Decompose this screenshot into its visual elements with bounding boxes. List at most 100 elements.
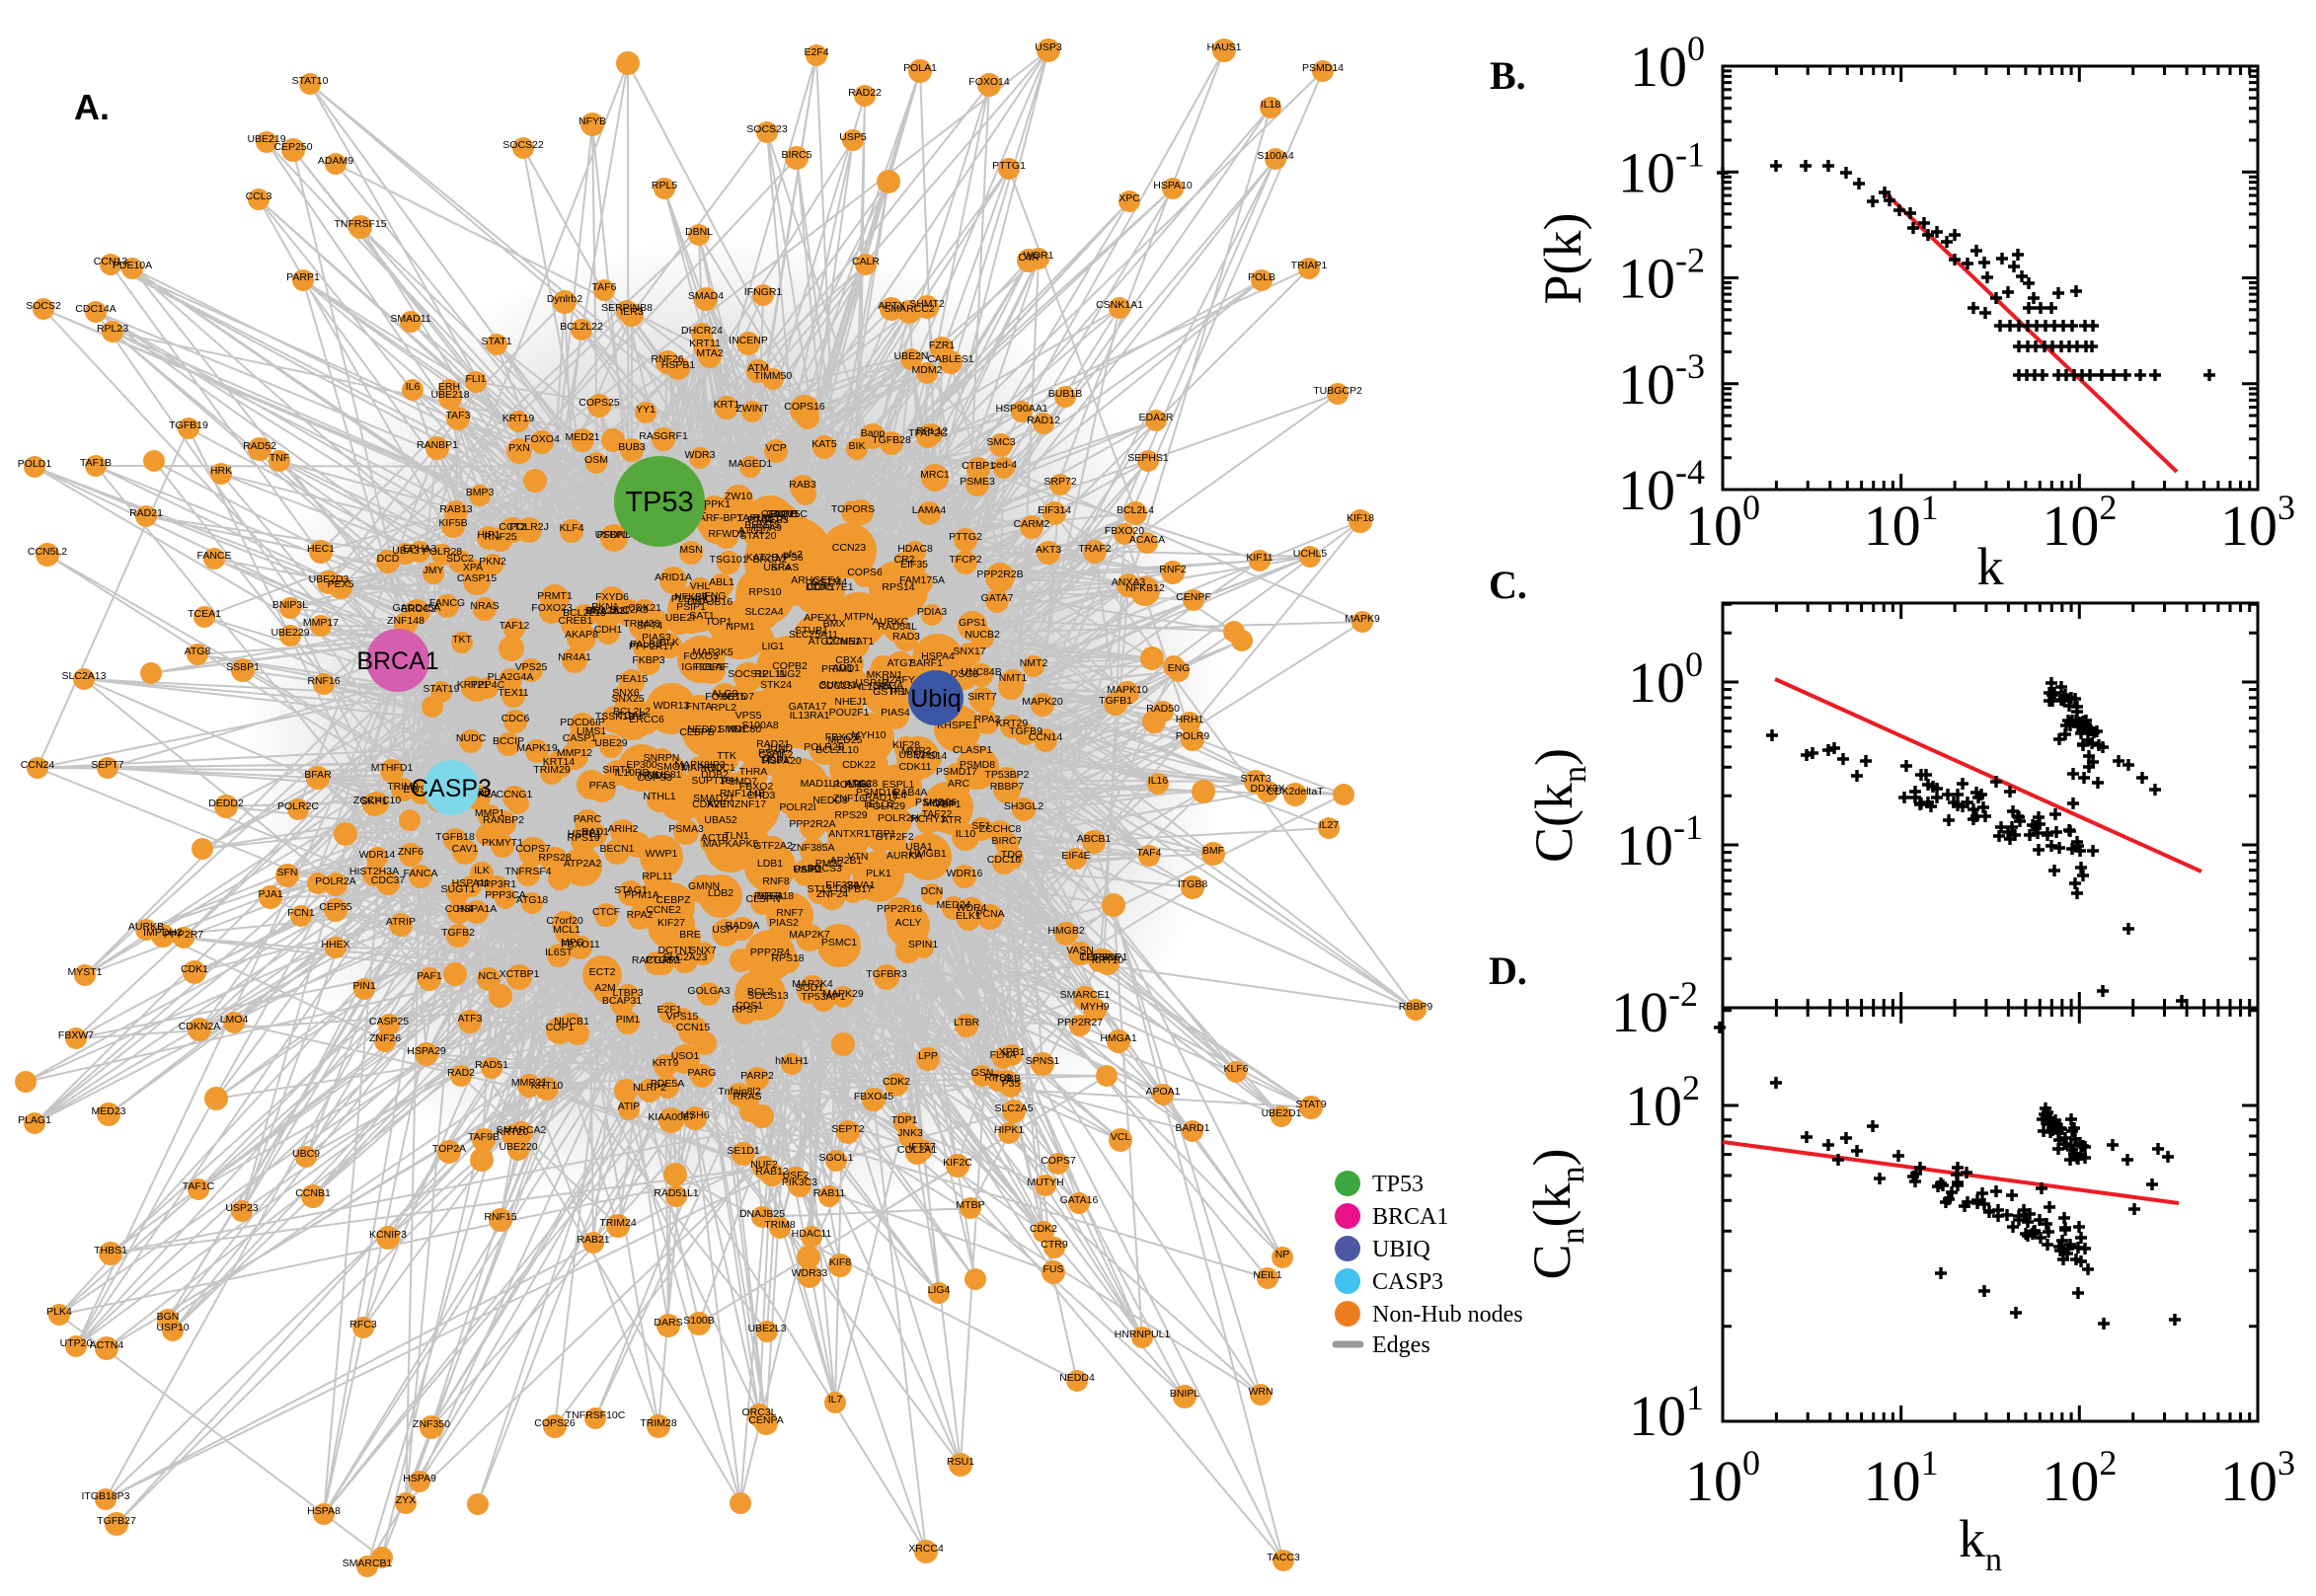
svg-text:KRAS: KRAS (771, 562, 800, 573)
svg-text:CTBP1: CTBP1 (962, 460, 995, 472)
svg-text:BCL2L10: BCL2L10 (815, 744, 859, 756)
svg-text:SUMO1: SUMO1 (819, 679, 857, 691)
svg-text:POLD1: POLD1 (18, 458, 52, 470)
svg-text:VPS6: VPS6 (777, 552, 804, 564)
svg-text:HMGB2: HMGB2 (1047, 925, 1085, 937)
svg-text:SUPT16H: SUPT16H (691, 775, 737, 787)
svg-text:GSN: GSN (971, 1067, 994, 1079)
svg-text:ZYX: ZYX (396, 1494, 416, 1506)
svg-text:PIAS4: PIAS4 (881, 707, 910, 719)
svg-text:IMPDH2: IMPDH2 (143, 927, 183, 939)
svg-text:MSH6: MSH6 (680, 1109, 709, 1121)
svg-text:NEDD4: NEDD4 (1059, 1372, 1095, 1384)
svg-text:COL2A1: COL2A1 (897, 1144, 937, 1156)
svg-text:UBIQ: UBIQ (1372, 1237, 1430, 1262)
svg-text:CAV1: CAV1 (452, 843, 479, 855)
svg-text:ITGB18P3: ITGB18P3 (81, 1490, 129, 1502)
svg-text:TGFB19: TGFB19 (169, 419, 208, 431)
svg-text:NFKB12: NFKB12 (1125, 582, 1165, 594)
svg-text:ORC3L: ORC3L (741, 1406, 776, 1418)
svg-text:ADD1: ADD1 (832, 662, 860, 674)
svg-text:GMNN: GMNN (688, 880, 720, 892)
svg-text:BCL2L13: BCL2L13 (563, 607, 606, 619)
svg-text:Dynlrb2: Dynlrb2 (547, 293, 582, 305)
svg-text:PPP4C: PPP4C (471, 679, 505, 691)
svg-text:UBE2I: UBE2I (665, 612, 695, 624)
svg-text:RCHY1: RCHY1 (910, 813, 946, 825)
svg-text:ADAM9: ADAM9 (318, 155, 353, 167)
svg-text:PARP2: PARP2 (740, 1070, 774, 1082)
svg-text:MED21: MED21 (565, 431, 599, 443)
svg-text:DARS: DARS (654, 1317, 682, 1329)
svg-text:TUBGCP2: TUBGCP2 (1313, 385, 1362, 397)
svg-text:RAD3: RAD3 (892, 631, 920, 643)
svg-text:KIF11: KIF11 (1246, 552, 1273, 564)
svg-text:SIN3A: SIN3A (874, 680, 903, 692)
svg-text:DNAJB16: DNAJB16 (687, 596, 733, 608)
svg-text:USP10: USP10 (156, 1322, 189, 1333)
svg-text:WDR13: WDR13 (654, 700, 690, 712)
svg-text:DCN: DCN (921, 885, 944, 897)
svg-text:HSPA9: HSPA9 (403, 1473, 436, 1484)
svg-text:E2F1: E2F1 (656, 1004, 681, 1016)
svg-text:PPP2R4: PPP2R4 (750, 947, 790, 958)
svg-text:RAD9A: RAD9A (725, 920, 759, 932)
svg-text:ZNF148: ZNF148 (387, 615, 425, 627)
svg-text:KIF2C: KIF2C (943, 1157, 972, 1169)
svg-text:ILK: ILK (474, 865, 490, 876)
svg-text:TGFB28: TGFB28 (872, 434, 911, 446)
svg-text:ATF3: ATF3 (458, 1013, 483, 1025)
svg-text:PXN: PXN (508, 442, 530, 454)
svg-text:NMT2: NMT2 (1020, 657, 1048, 669)
svg-text:ZWINT: ZWINT (735, 403, 769, 415)
svg-text:LDB1: LDB1 (757, 858, 783, 870)
svg-text:MTHFD1: MTHFD1 (371, 762, 414, 774)
svg-text:UBE2N: UBE2N (893, 350, 928, 362)
svg-text:MKRN1: MKRN1 (867, 669, 903, 681)
svg-text:COPS16: COPS16 (784, 401, 825, 413)
svg-text:BARF1: BARF1 (909, 657, 943, 669)
svg-text:FXYD6: FXYD6 (595, 591, 629, 603)
svg-text:APEX1: APEX1 (804, 612, 837, 624)
svg-text:RNF25: RNF25 (484, 531, 516, 543)
svg-text:COPB2: COPB2 (772, 660, 808, 672)
svg-text:DCD: DCD (377, 553, 400, 565)
svg-text:PSMD14: PSMD14 (1302, 62, 1344, 74)
svg-text:RACGAP1: RACGAP1 (632, 954, 681, 966)
svg-text:POLR2I: POLR2I (779, 801, 815, 813)
svg-text:MDM4: MDM4 (924, 798, 955, 809)
svg-text:Cn(kn): Cn(kn) (1522, 1149, 1591, 1280)
svg-text:TSSK1B: TSSK1B (595, 711, 635, 722)
svg-text:INCENP: INCENP (729, 335, 768, 346)
svg-text:TRIM24: TRIM24 (599, 1217, 637, 1229)
svg-text:MMP17: MMP17 (303, 617, 339, 629)
svg-text:SIRT7: SIRT7 (967, 691, 997, 703)
svg-text:IL27: IL27 (1319, 819, 1340, 831)
svg-text:GTF2F2: GTF2F2 (875, 831, 913, 843)
svg-text:FKBP3: FKBP3 (632, 654, 664, 666)
svg-text:POLR2B: POLR2B (804, 741, 844, 753)
svg-text:XPB1: XPB1 (999, 1046, 1026, 1058)
svg-text:BUB3: BUB3 (618, 441, 646, 453)
svg-text:TKT: TKT (452, 634, 472, 646)
svg-text:RAB1A: RAB1A (753, 512, 787, 524)
svg-text:APTX: APTX (878, 300, 904, 312)
svg-text:ZCCHC8: ZCCHC8 (979, 823, 1022, 835)
svg-text:TP53BP2: TP53BP2 (985, 769, 1030, 781)
svg-text:GSTF1: GSTF1 (873, 686, 906, 698)
svg-text:RAB11: RAB11 (813, 1187, 846, 1199)
svg-text:FOXO14: FOXO14 (968, 76, 1010, 88)
svg-text:SIVA1: SIVA1 (847, 879, 876, 891)
svg-text:BGN: BGN (157, 1311, 180, 1323)
svg-text:MAP2K7: MAP2K7 (789, 929, 830, 941)
svg-text:NEDD8: NEDD8 (812, 795, 848, 806)
svg-text:S100A4: S100A4 (1257, 150, 1294, 162)
svg-text:IFNG: IFNG (701, 590, 726, 602)
svg-text:HSPA9: HSPA9 (748, 522, 782, 534)
svg-text:KIF28: KIF28 (892, 739, 920, 751)
svg-text:USF2: USF2 (783, 1170, 810, 1181)
svg-text:HSPE1: HSPE1 (568, 828, 602, 840)
svg-text:HEC1: HEC1 (307, 543, 335, 555)
svg-text:TAF1B: TAF1B (80, 457, 112, 469)
svg-text:ACTB: ACTB (701, 832, 729, 844)
